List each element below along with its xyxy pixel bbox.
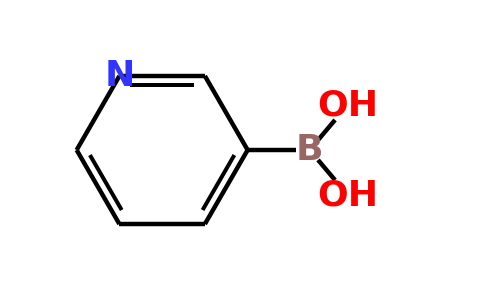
Text: N: N [104, 59, 135, 93]
Text: OH: OH [317, 88, 378, 122]
Text: B: B [296, 133, 323, 167]
Text: OH: OH [317, 178, 378, 212]
